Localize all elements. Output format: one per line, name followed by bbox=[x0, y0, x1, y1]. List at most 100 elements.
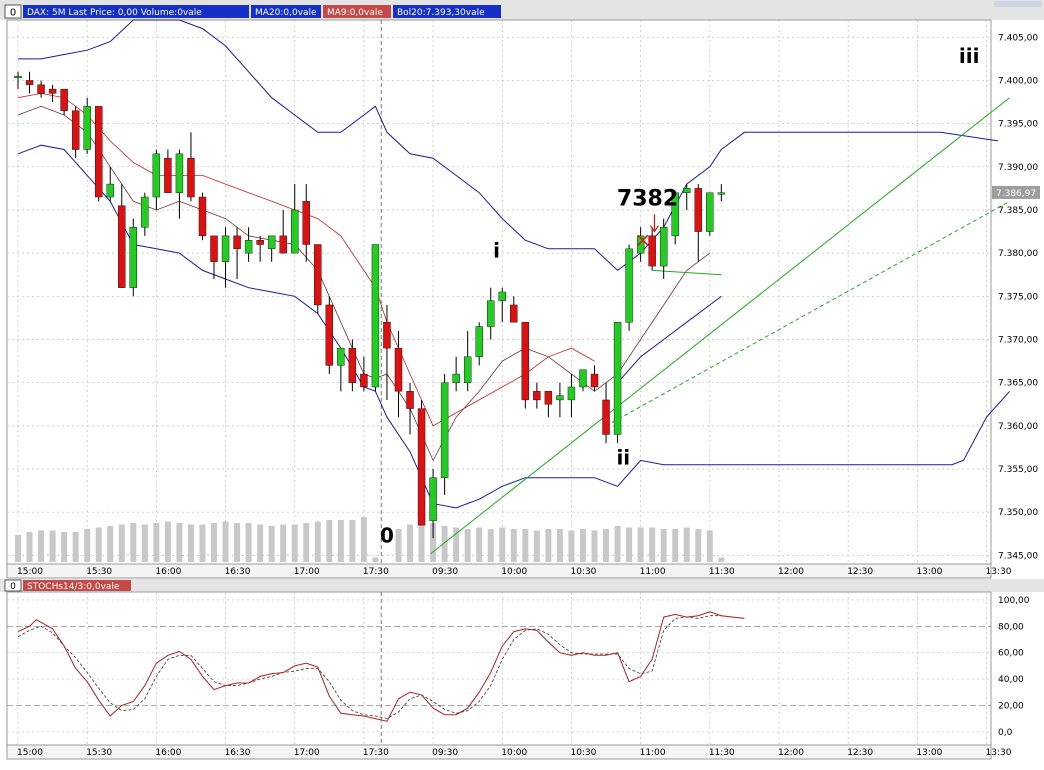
header-title: DAX: 5M Last Price: 0,00 Volume:0vale bbox=[27, 8, 202, 18]
bollinger-label-box[interactable] bbox=[393, 5, 501, 18]
candle-up bbox=[244, 239, 253, 254]
time-tick-label: 13:00 bbox=[916, 567, 942, 577]
ma9-label: MA9:0,0vale bbox=[327, 8, 383, 18]
trendline-solid bbox=[430, 97, 1010, 555]
bollinger-mid-line bbox=[617, 295, 722, 384]
volume-bar bbox=[568, 530, 575, 562]
candle-down bbox=[95, 106, 103, 198]
volume-bar bbox=[430, 523, 437, 562]
volume-bar bbox=[418, 523, 425, 562]
price-tick-label: 7.380,00 bbox=[998, 249, 1038, 259]
volume-bar bbox=[591, 530, 598, 562]
price-axis[interactable]: 7.405,00 7.400,00 7.395,00 7.390,00 7.385,00… bbox=[992, 33, 1040, 561]
stoch-label-box[interactable] bbox=[23, 580, 131, 591]
stoch-tick-label: 60,00 bbox=[998, 649, 1024, 659]
time-tick-label: 11:00 bbox=[640, 567, 666, 577]
candle-down bbox=[256, 239, 264, 245]
volume-bar bbox=[603, 529, 610, 562]
volume-bar bbox=[706, 530, 713, 562]
volume-bar bbox=[49, 530, 56, 562]
volume-bar bbox=[545, 529, 552, 562]
volume-bar bbox=[499, 527, 506, 562]
stoch-time-tick-label: 10:30 bbox=[570, 748, 596, 758]
time-axis[interactable]: 15:00 15:30 16:00 16:30 17:00 17:30 09:30 10:00… bbox=[17, 567, 1012, 577]
candle-down bbox=[198, 196, 207, 237]
ma20-line bbox=[17, 92, 595, 427]
time-tick-label: 10:30 bbox=[570, 567, 596, 577]
stoch-tick-label: 0,0 bbox=[998, 728, 1013, 738]
candle-down bbox=[694, 188, 702, 232]
volume-bar bbox=[626, 527, 633, 562]
volume-bar bbox=[303, 523, 310, 562]
window-controls[interactable] bbox=[994, 1, 1042, 7]
stoch-time-tick-label: 13:30 bbox=[986, 748, 1012, 758]
price-tick-label: 7.350,00 bbox=[998, 508, 1038, 518]
moving-averages bbox=[17, 92, 711, 462]
volume-bar bbox=[26, 532, 33, 562]
candle-down bbox=[118, 205, 126, 288]
stoch-menu-box[interactable] bbox=[4, 579, 22, 592]
volume-bar bbox=[683, 527, 690, 562]
time-tick-label: 12:30 bbox=[847, 567, 873, 577]
stoch-axis[interactable]: 100,00 80,00 60,00 40,00 20,00 0,0 bbox=[998, 596, 1030, 738]
candle-up bbox=[267, 235, 276, 250]
candle-up bbox=[683, 188, 691, 193]
stoch-time-axis[interactable]: 15:00 15:30 16:00 16:30 17:00 17:30 09:30 10:00… bbox=[17, 748, 1012, 758]
stoch-time-tick-label: 17:00 bbox=[294, 748, 320, 758]
volume-bar bbox=[453, 527, 460, 562]
volume-bar bbox=[637, 527, 644, 562]
volume-bar bbox=[38, 530, 45, 562]
stoch-time-tick-label: 12:30 bbox=[847, 748, 873, 758]
time-tick-label: 16:00 bbox=[155, 567, 181, 577]
volume-bar bbox=[199, 524, 206, 562]
price-tick-label: 7.395,00 bbox=[998, 120, 1038, 130]
stoch-time-tick-label: 15:00 bbox=[17, 748, 43, 758]
candle-down bbox=[187, 157, 195, 198]
wave-label: 0 bbox=[380, 523, 394, 547]
stoch-time-tick-label: 11:00 bbox=[640, 748, 666, 758]
stoch-time-tick-label: 15:30 bbox=[86, 748, 112, 758]
stoch-label: STOCHs14/3:0,0vale bbox=[27, 582, 120, 592]
time-tick-label: 16:30 bbox=[225, 567, 251, 577]
candle-down bbox=[648, 235, 656, 267]
ma20-label-box[interactable] bbox=[251, 5, 321, 18]
time-tick-label: 17:30 bbox=[363, 567, 389, 577]
ma9-label-box[interactable] bbox=[323, 5, 391, 18]
volume-bar bbox=[372, 557, 379, 562]
volume-bar bbox=[84, 529, 91, 562]
candle-up bbox=[463, 356, 472, 383]
candle-up bbox=[129, 227, 138, 288]
candle-down bbox=[60, 88, 68, 111]
candle-up bbox=[556, 395, 564, 401]
volume-bar bbox=[164, 521, 171, 562]
volume-bar bbox=[614, 526, 621, 562]
volume-bar bbox=[280, 524, 287, 562]
stoch-time-tick-label: 16:00 bbox=[155, 748, 181, 758]
menu-glyph: 0 bbox=[10, 8, 16, 19]
volume-bar bbox=[395, 529, 402, 562]
candle-up bbox=[636, 235, 645, 254]
candle-down bbox=[521, 322, 530, 401]
candle-down bbox=[25, 80, 34, 85]
menu-box[interactable] bbox=[4, 4, 22, 19]
volume-bar bbox=[718, 557, 725, 562]
volume-bar bbox=[360, 517, 367, 562]
candle-down bbox=[510, 304, 518, 323]
candle-up bbox=[106, 183, 114, 198]
volume-bar bbox=[118, 524, 125, 562]
volume-bar bbox=[234, 523, 241, 562]
ma9-line bbox=[17, 105, 711, 462]
candle-up bbox=[487, 300, 495, 327]
candle-up bbox=[452, 373, 460, 383]
candle-down bbox=[233, 235, 241, 250]
candle-up bbox=[221, 235, 230, 262]
stoch-pane[interactable] bbox=[6, 591, 992, 746]
candle-up bbox=[291, 209, 299, 254]
candle-up bbox=[475, 326, 483, 357]
price-tick-label: 7.390,00 bbox=[998, 163, 1038, 173]
candle-up bbox=[141, 196, 149, 228]
stoch-time-tick-label: 12:00 bbox=[778, 748, 804, 758]
price-tick-label: 7.385,00 bbox=[998, 206, 1038, 216]
price-tick-label: 7.365,00 bbox=[998, 379, 1038, 389]
